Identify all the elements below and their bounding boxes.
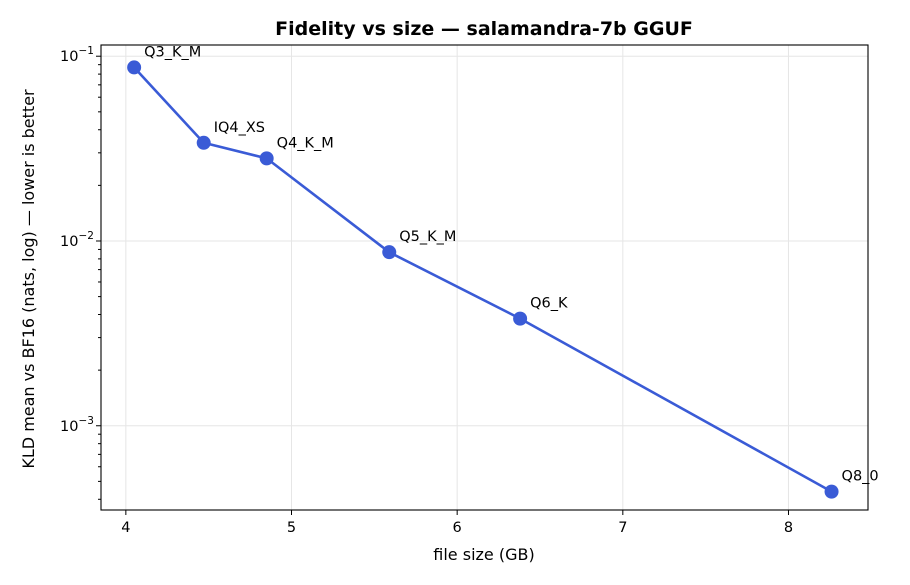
chart-title: Fidelity vs size — salamandra-7b GGUF [275, 18, 693, 40]
point-label: Q8_0 [842, 469, 879, 485]
y-tick-base: 10 [60, 419, 78, 435]
data-point [127, 60, 142, 75]
data-point [513, 311, 528, 326]
y-tick-label: 10−3 [60, 415, 94, 435]
axis-ticks: 4 5 6 7 810−110−210−3 [60, 45, 793, 536]
point-label: Q6_K [530, 296, 568, 312]
grid [101, 45, 868, 510]
y-tick-exponent: −3 [78, 415, 93, 427]
point-label: Q5_K_M [399, 229, 456, 245]
x-tick-label: 4 [121, 520, 130, 536]
y-tick-label: 10−2 [60, 230, 94, 250]
data-point [382, 245, 397, 260]
y-tick-base: 10 [60, 234, 78, 250]
x-tick-label: 7 [618, 520, 627, 536]
y-tick-label: 10−1 [60, 45, 94, 65]
y-axis-label: KLD mean vs BF16 (nats, log) — lower is … [19, 89, 38, 469]
data-point [259, 151, 274, 166]
point-label: Q3_K_M [144, 44, 201, 60]
x-tick-label: 6 [453, 520, 462, 536]
x-axis-label: file size (GB) [433, 545, 534, 564]
x-tick-label: 5 [287, 520, 296, 536]
y-tick-exponent: −2 [78, 230, 93, 242]
plot-frame [100, 44, 869, 511]
data-point [196, 135, 211, 150]
series: Q3_K_M IQ4_XS Q4_K_M Q5_K_M Q6_K Q8_0 [127, 44, 879, 499]
data-point [824, 484, 839, 499]
point-label: IQ4_XS [214, 120, 265, 136]
point-label: Q4_K_M [277, 135, 334, 151]
x-tick-label: 8 [784, 520, 793, 536]
series-line [133, 66, 833, 493]
y-tick-exponent: −1 [78, 45, 93, 57]
y-tick-base: 10 [60, 49, 78, 65]
